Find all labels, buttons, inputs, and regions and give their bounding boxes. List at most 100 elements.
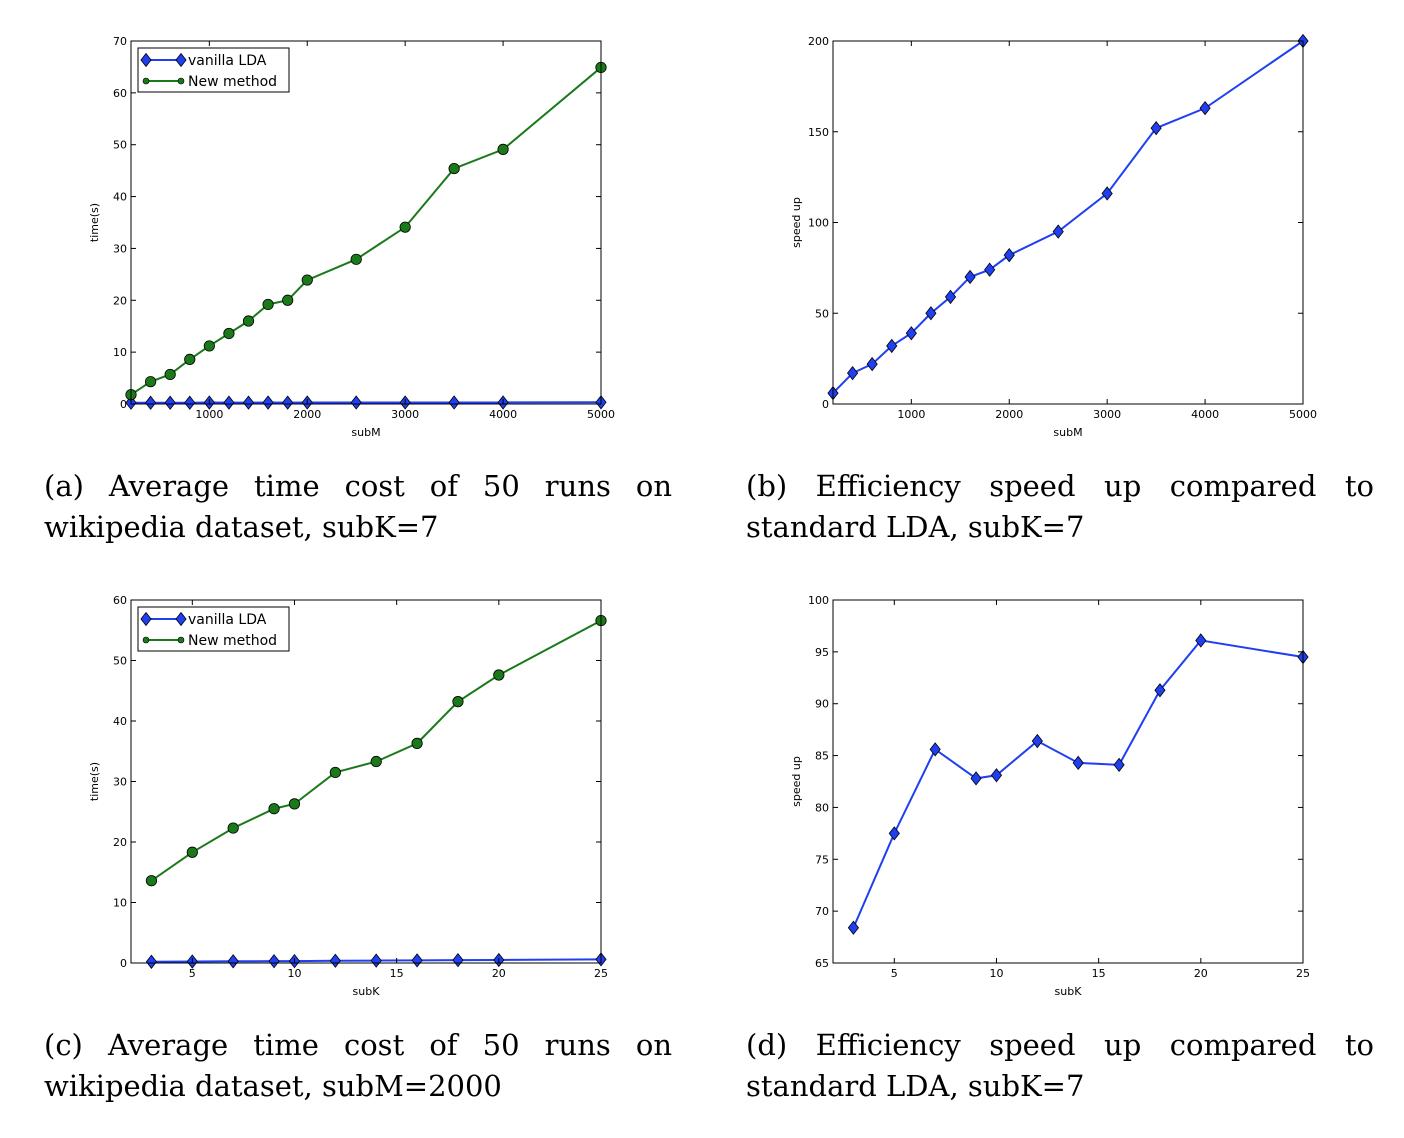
legend-a: vanilla LDA New method [137,47,290,93]
y-tick-label-d-4: 85 [815,750,829,763]
chart-d: 5 10 15 20 25 65 70 75 80 85 90 95 100 subK speed up [790,594,1310,998]
data-point-d-0-8 [1154,683,1166,698]
y-axis-label-a: time(s) [88,203,101,242]
x-tick-label-b-0: 1000 [897,408,925,421]
legend-label-a-0: vanilla LDA [188,53,267,69]
y-axis-label-c: time(s) [88,762,101,801]
caption-d: (d) Efficiency speed up compared to stan… [746,1028,1374,1103]
y-tick-label-a-6: 60 [113,87,127,100]
x-tick-label-c-3: 20 [492,967,506,980]
x-axis-label-c: subK [353,985,381,998]
data-point-a-1-11 [399,221,411,233]
data-point-a-1-10 [350,253,362,265]
x-tick-label-c-2: 15 [390,967,404,980]
data-point-c-1-0 [145,875,158,887]
data-point-b-0-9 [1003,248,1015,263]
data-point-c-1-9 [493,669,505,681]
data-point-a-0-10 [350,395,362,410]
data-point-c-0-3 [268,954,280,969]
x-tick-label-d-4: 25 [1296,967,1310,980]
data-point-c-1-2 [227,822,239,834]
data-point-c-0-8 [452,953,464,968]
legend-label-c-1: New method [188,633,277,649]
x-tick-label-a-1: 2000 [293,408,321,421]
data-point-b-0-1 [847,365,859,381]
y-tick-label-d-2: 75 [815,853,829,866]
legend-marker-c-0-a [140,611,152,627]
data-point-a-0-12 [448,395,460,410]
y-tick-label-d-5: 90 [815,698,829,711]
data-point-c-0-7 [411,953,423,968]
data-point-c-1-1 [186,846,198,858]
x-tick-label-b-1: 2000 [995,408,1023,421]
data-point-b-0-13 [1199,101,1211,116]
y-tick-label-c-3: 30 [113,776,127,789]
y-tick-label-d-1: 70 [815,905,829,918]
caption-a: (a) Average time cost of 50 runs on wiki… [44,469,672,544]
y-tick-label-a-2: 20 [113,294,127,307]
data-point-b-0-4 [905,326,917,341]
y-tick-label-b-0: 0 [822,398,829,411]
data-point-b-0-12 [1150,120,1162,136]
data-point-d-0-9 [1195,633,1207,648]
data-point-b-0-3 [886,338,898,354]
data-point-a-1-1 [144,376,157,388]
legend-marker-c-1-a [142,636,150,644]
y-tick-label-a-0: 0 [120,398,127,411]
y-tick-label-c-4: 40 [113,715,127,728]
plot-frame-b [832,40,1304,405]
y-axis-label-b: speed up [790,197,803,248]
data-point-c-1-6 [370,755,382,768]
y-tick-label-a-1: 10 [113,346,127,359]
legend-box-a [137,47,290,93]
legend-marker-a-0-a [140,52,152,68]
caption-c: (c) Average time cost of 50 runs on wiki… [44,1028,672,1103]
x-tick-label-b-4: 5000 [1289,408,1317,421]
data-point-d-0-5 [1031,733,1043,749]
data-point-c-1-4 [288,798,301,810]
y-tick-label-a-3: 30 [113,242,127,255]
series-line-c-1 [150,619,602,882]
x-tick-label-a-2: 3000 [391,408,419,421]
data-point-b-0-11 [1101,186,1113,201]
data-point-b-0-2 [866,356,878,372]
series-line-d-0 [852,639,1304,929]
legend-marker-c-0-b [175,611,187,627]
data-point-c-0-0 [145,954,158,969]
legend-marker-a-0-b [175,52,187,68]
data-point-c-1-7 [411,737,423,749]
legend-marker-c-1-b [177,636,185,644]
y-tick-label-a-5: 50 [113,139,127,152]
x-tick-label-d-3: 20 [1194,967,1208,980]
data-point-a-0-3 [184,395,196,410]
y-tick-label-c-5: 50 [113,655,127,668]
series-line-b-0 [832,40,1304,394]
x-tick-label-c-1: 10 [287,967,301,980]
x-tick-label-a-4: 5000 [587,408,615,421]
y-tick-label-c-6: 60 [113,594,127,607]
data-point-a-1-7 [262,298,274,311]
y-tick-label-d-0: 65 [815,957,829,970]
data-point-a-1-6 [242,315,255,327]
chart-b: 1000 2000 3000 4000 5000 0 50 100 150 200 subM spee… [790,33,1317,439]
y-tick-label-c-1: 10 [113,897,127,910]
data-point-a-1-8 [282,294,294,306]
data-point-a-1-12 [448,162,460,175]
x-tick-label-b-2: 3000 [1093,408,1121,421]
y-tick-label-b-2: 100 [808,217,829,230]
x-axis-label-a: subM [351,426,380,439]
data-point-a-1-3 [184,353,196,366]
x-axis-label-d: subK [1055,985,1083,998]
chart-c: 5 10 15 20 25 0 10 20 30 40 50 60 subK time(s) vanilla… [88,594,608,998]
data-point-b-0-7 [964,269,976,285]
data-point-c-0-5 [329,953,341,968]
data-point-b-0-10 [1052,224,1064,239]
legend-marker-a-1-b [177,77,185,85]
plot-frame-d [832,599,1304,964]
data-point-b-0-6 [944,289,957,305]
plot-frame-c [130,599,602,964]
data-point-a-0-7 [262,395,274,410]
chart-a: 1000 2000 3000 4000 5000 0 10 20 30 40 50 60 70 subM t… [88,35,615,439]
data-point-c-1-8 [452,696,464,708]
